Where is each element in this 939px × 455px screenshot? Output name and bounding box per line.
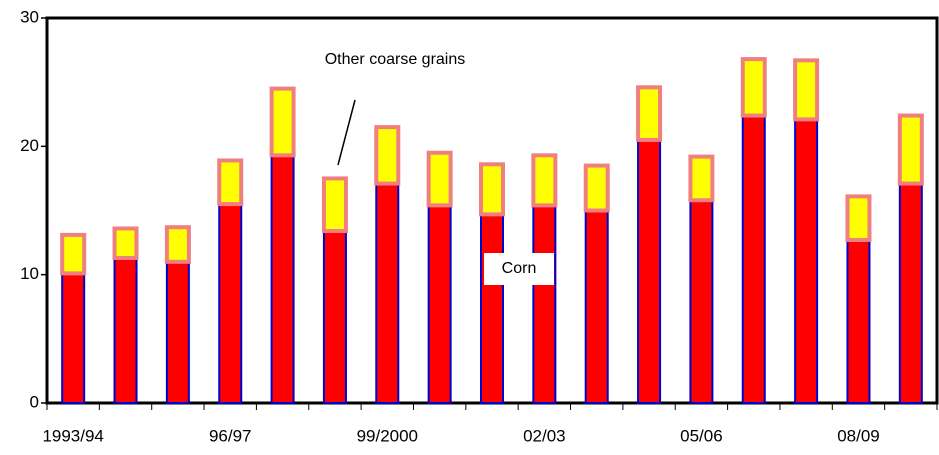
y-tick-label: 0 xyxy=(30,392,39,411)
x-tick-label: 02/03 xyxy=(523,426,566,445)
annotation: Other coarse grains xyxy=(325,51,466,68)
bar-corn xyxy=(218,203,243,404)
bar-other xyxy=(60,232,87,276)
bar-corn xyxy=(584,209,609,404)
y-tick-label: 30 xyxy=(20,7,39,26)
bar-corn xyxy=(270,154,295,404)
bar-other xyxy=(426,150,453,208)
bar-corn xyxy=(480,213,504,404)
bar-other xyxy=(845,194,872,243)
bar-corn xyxy=(794,118,819,404)
x-tick-label: 96/97 xyxy=(209,426,252,445)
bar-corn xyxy=(741,114,766,405)
x-tick-label: 05/06 xyxy=(680,426,723,445)
annotation: Corn xyxy=(502,260,537,277)
x-tick-label: 1993/94 xyxy=(42,426,103,445)
annotation-box xyxy=(484,253,554,285)
bar-corn xyxy=(61,272,86,404)
annotation-pointer xyxy=(337,99,356,166)
x-tick-label: 99/2000 xyxy=(357,426,418,445)
bar-other xyxy=(636,85,663,142)
bar-corn xyxy=(375,182,400,404)
bar-corn xyxy=(846,239,871,404)
bar-corn xyxy=(637,138,662,405)
bar-other xyxy=(164,225,191,264)
bar-other xyxy=(897,113,924,186)
bar-corn xyxy=(113,256,138,404)
y-tick-label: 20 xyxy=(20,136,39,155)
bar-other xyxy=(321,176,348,234)
bar-other xyxy=(531,153,558,208)
bar-corn xyxy=(165,260,190,405)
bar-other xyxy=(479,162,505,217)
x-tick-label: 08/09 xyxy=(837,426,880,445)
bar-other xyxy=(688,154,715,203)
bar-corn xyxy=(322,230,347,404)
bar-corn xyxy=(427,204,452,404)
bar-other xyxy=(217,158,244,207)
bar-other xyxy=(269,86,296,158)
bar-corn xyxy=(532,204,557,404)
bar-other xyxy=(793,58,820,122)
bar-other xyxy=(374,125,401,186)
bar-corn xyxy=(689,199,714,404)
bar-other xyxy=(740,57,767,118)
bar-other xyxy=(112,226,139,260)
bar-corn xyxy=(898,182,923,404)
y-tick-label: 10 xyxy=(20,264,39,283)
bar-other xyxy=(583,163,610,213)
